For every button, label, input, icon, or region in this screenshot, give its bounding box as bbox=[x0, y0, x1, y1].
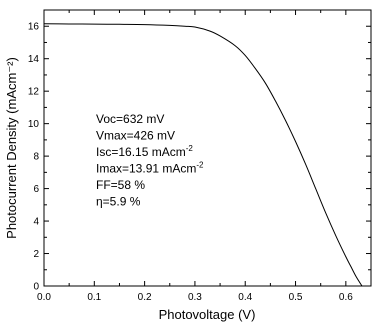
y-tick-label: 6 bbox=[33, 184, 39, 195]
y-tick-label: 8 bbox=[33, 152, 39, 163]
y-tick-label: 2 bbox=[33, 249, 39, 260]
y-tick-label: 0 bbox=[33, 282, 39, 293]
annotation-line: Isc=16.15 mAcm-2 bbox=[96, 144, 193, 159]
x-tick-label: 0.0 bbox=[37, 292, 51, 303]
annotation-line: Imax=13.91 mAcm-2 bbox=[96, 161, 204, 176]
y-axis-label: Photocurrent Density (mAcm⁻²) bbox=[4, 57, 19, 239]
annotation-superscript: -2 bbox=[196, 161, 204, 170]
x-tick-label: 0.5 bbox=[289, 292, 303, 303]
y-tick-label: 14 bbox=[28, 54, 40, 65]
x-axis-label: Photovoltage (V) bbox=[159, 307, 256, 322]
y-tick-label: 4 bbox=[33, 217, 39, 228]
ticks bbox=[43, 10, 371, 287]
x-tick-label: 0.3 bbox=[188, 292, 202, 303]
iv-curve bbox=[43, 23, 363, 287]
annotation-superscript: -2 bbox=[186, 144, 194, 153]
annotation-line: Vmax=426 mV bbox=[96, 129, 175, 143]
annotation-line: Voc=632 mV bbox=[96, 112, 164, 126]
x-tick-label: 0.1 bbox=[87, 292, 101, 303]
y-tick-label: 10 bbox=[28, 119, 40, 130]
x-tick-label: 0.6 bbox=[339, 292, 353, 303]
y-tick-label: 12 bbox=[28, 87, 40, 98]
annotation-line: η=5.9 % bbox=[96, 195, 141, 209]
x-tick-label: 0.4 bbox=[238, 292, 252, 303]
tick-labels: 0.0 0.1 0.2 0.3 0.4 0.5 0.6 0 2 4 6 8 10 12 14 16 bbox=[28, 22, 353, 303]
y-tick-label: 16 bbox=[28, 22, 40, 33]
plot-frame bbox=[43, 9, 372, 287]
x-tick-label: 0.2 bbox=[138, 292, 152, 303]
annotation-line: FF=58 % bbox=[96, 178, 145, 192]
